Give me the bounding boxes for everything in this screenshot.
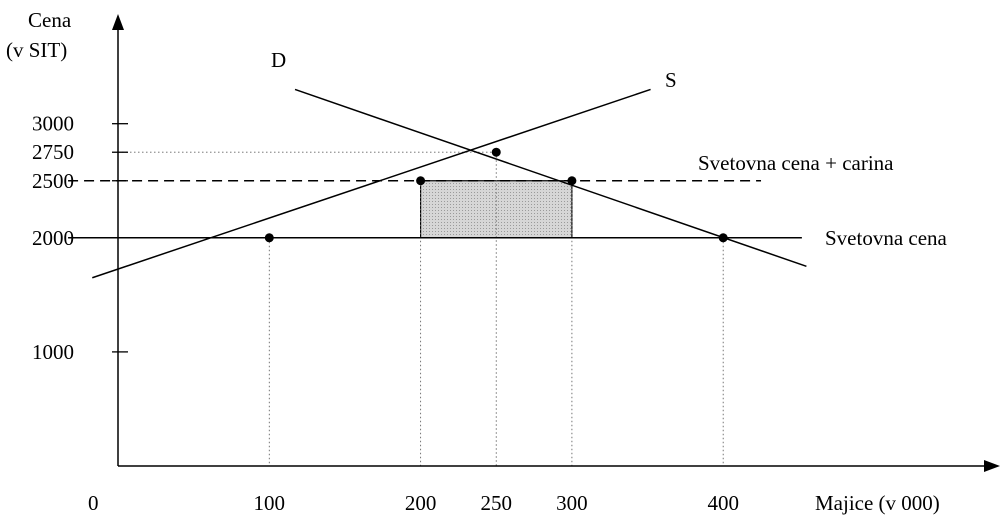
labels-layer: Cena (v SIT) Majice (v 000) 0 D S Svetov… bbox=[6, 8, 948, 515]
x-tick-label-200: 200 bbox=[405, 491, 437, 515]
point-300-2500 bbox=[567, 176, 577, 186]
point-250-2750 bbox=[491, 147, 501, 157]
y-axis-arrow-icon bbox=[112, 14, 124, 30]
point-400-2000 bbox=[718, 233, 728, 243]
supply-curve bbox=[92, 88, 651, 279]
x-tick-label-400: 400 bbox=[707, 491, 739, 515]
x-tick-label-100: 100 bbox=[254, 491, 286, 515]
y-tick-label-2500: 2500 bbox=[32, 169, 74, 193]
x-axis-arrow-icon bbox=[984, 460, 1000, 472]
demand-curve bbox=[294, 88, 807, 268]
x-tick-label-250: 250 bbox=[481, 491, 513, 515]
y-tick-label-2750: 2750 bbox=[32, 140, 74, 164]
guide-lines-layer bbox=[118, 151, 724, 466]
label-world-price-plus-tariff: Svetovna cena + carina bbox=[698, 151, 894, 175]
x-tick-label-300: 300 bbox=[556, 491, 588, 515]
curves-layer bbox=[68, 88, 807, 279]
series-label-s: S bbox=[665, 68, 677, 92]
x-axis-label: Majice (v 000) bbox=[815, 491, 940, 515]
y-axis-label-line-2: (v SIT) bbox=[6, 38, 67, 62]
y-tick-label-1000: 1000 bbox=[32, 340, 74, 364]
origin-label: 0 bbox=[88, 491, 99, 515]
point-100-2000 bbox=[264, 233, 274, 243]
axes-layer bbox=[112, 14, 1000, 472]
y-tick-label-3000: 3000 bbox=[32, 112, 74, 136]
label-world-price: Svetovna cena bbox=[825, 226, 948, 250]
y-axis-label-line-1: Cena bbox=[28, 8, 72, 32]
series-label-d: D bbox=[271, 48, 286, 72]
point-200-2500 bbox=[416, 176, 426, 186]
y-tick-label-2000: 2000 bbox=[32, 226, 74, 250]
points-layer bbox=[264, 147, 728, 243]
